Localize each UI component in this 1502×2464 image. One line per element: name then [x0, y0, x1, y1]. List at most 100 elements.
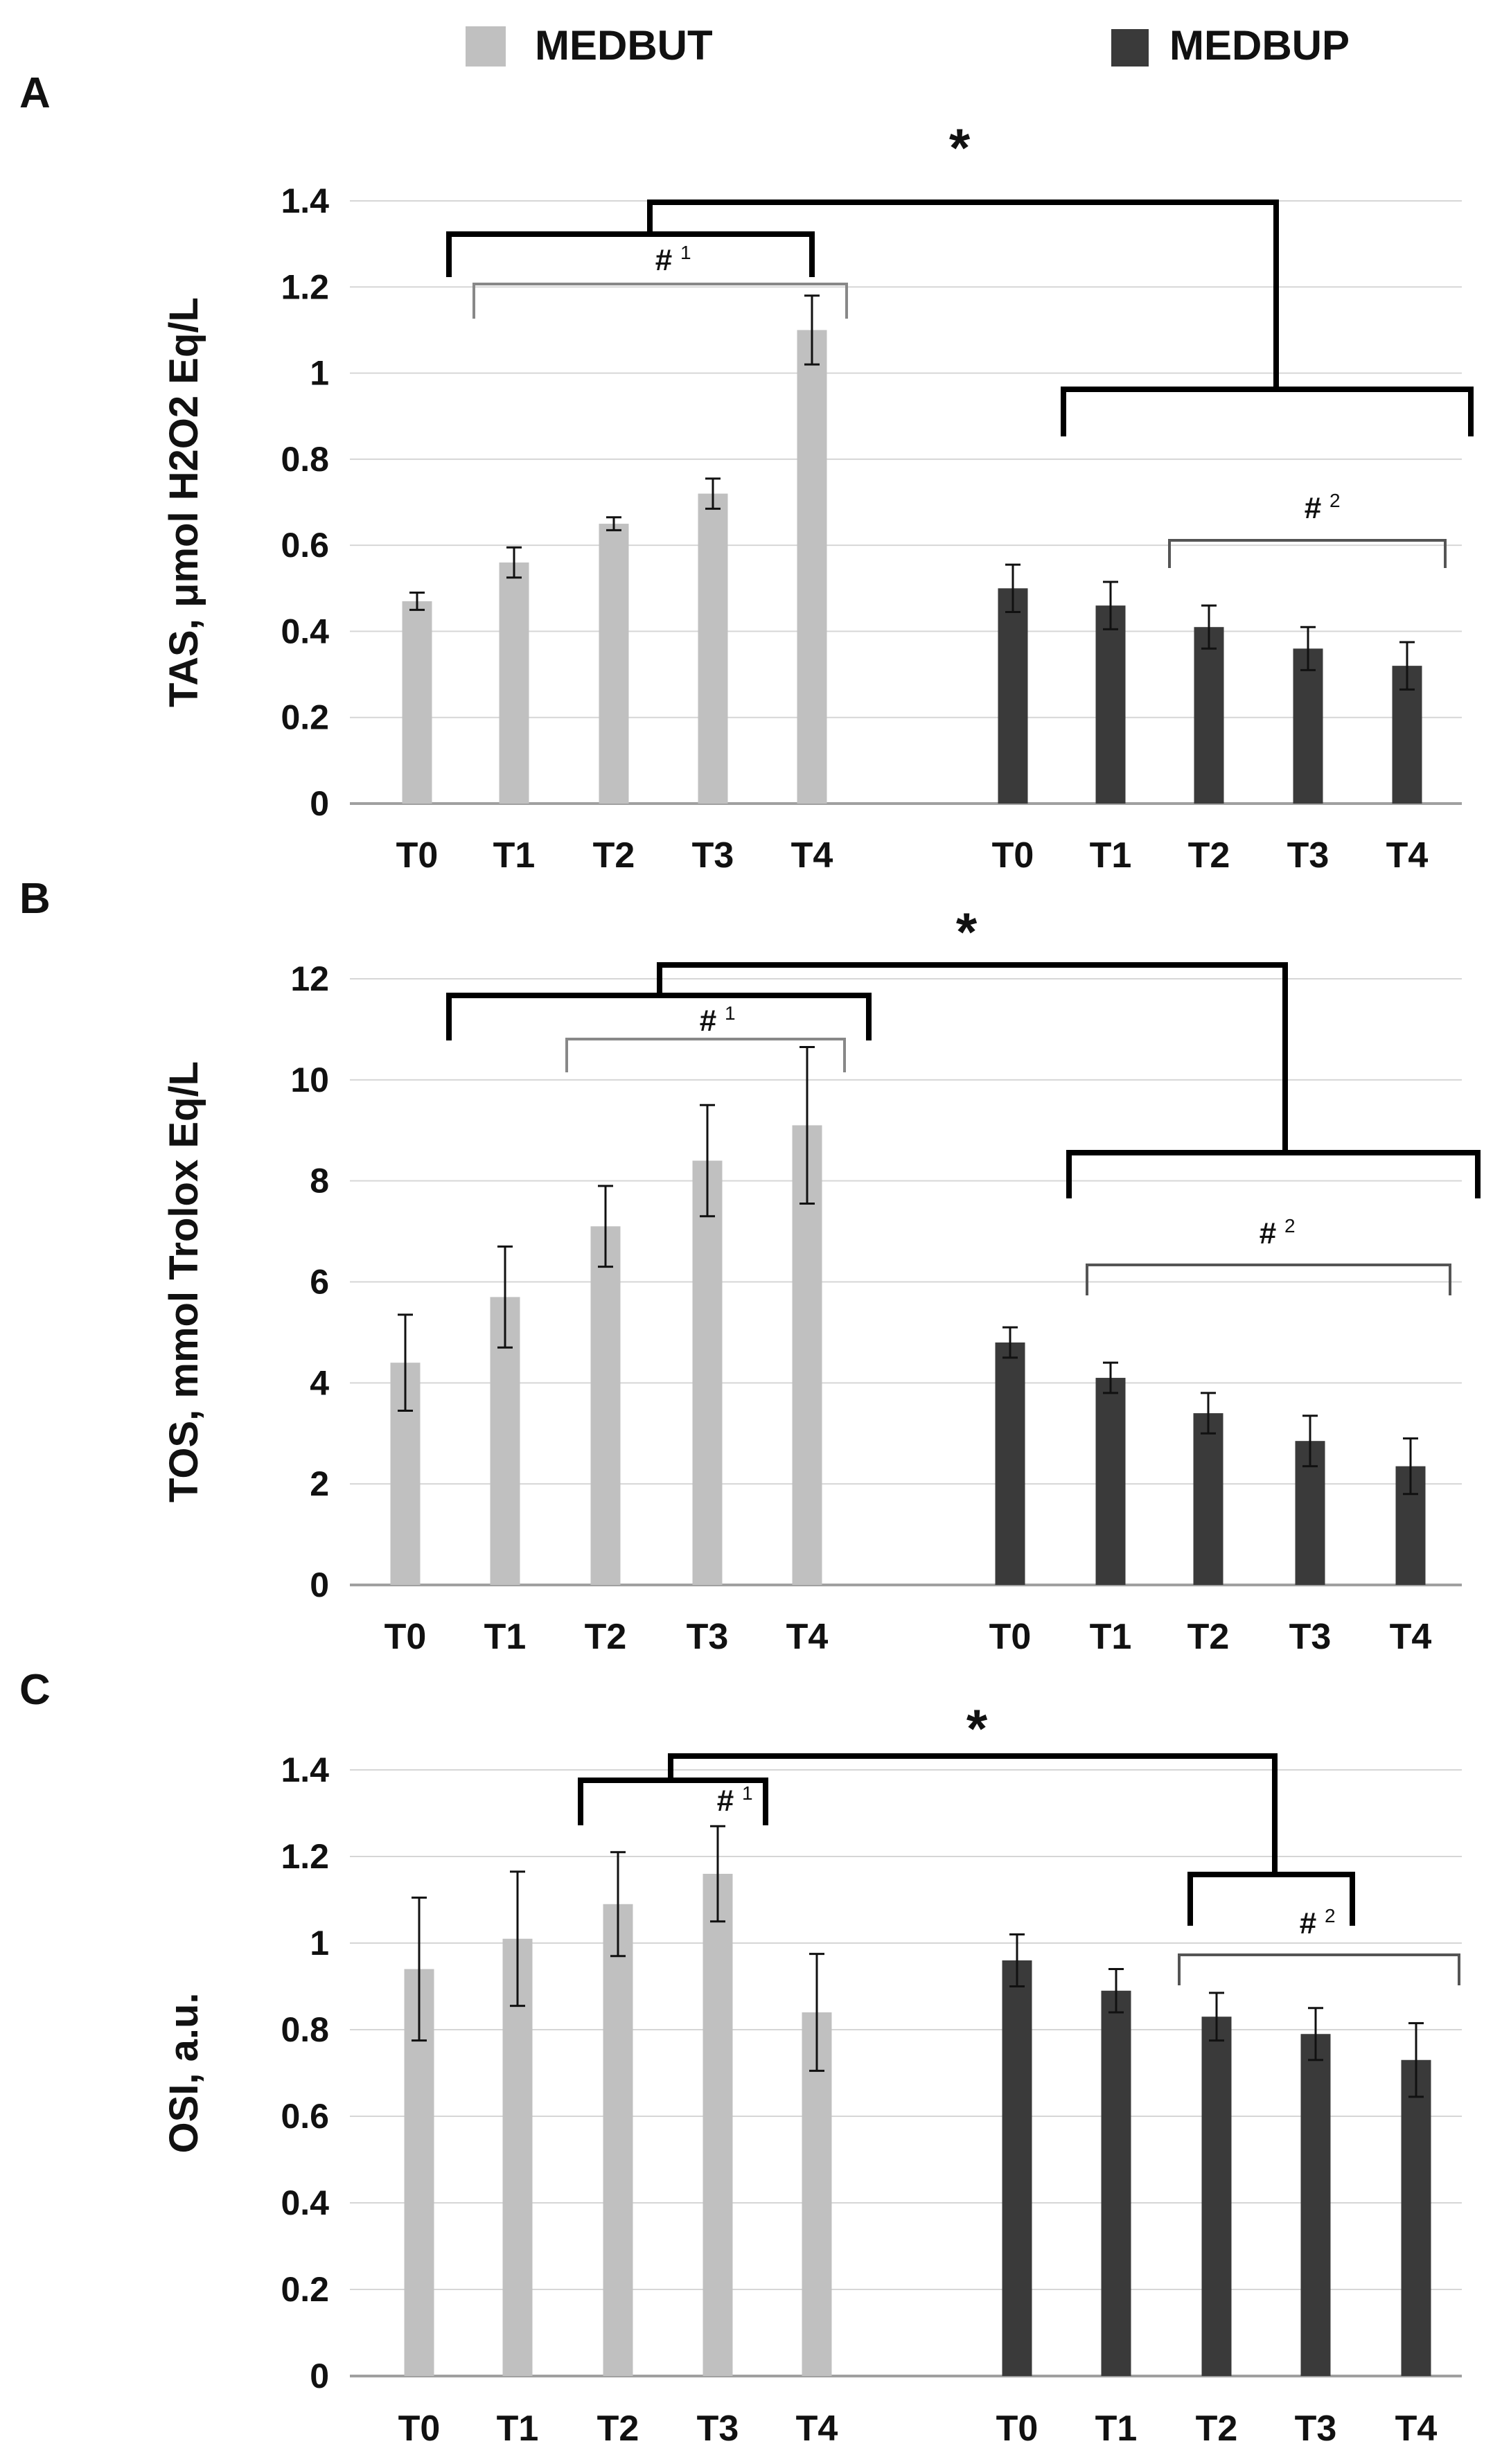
bar-medbut-t3 [692, 1160, 723, 1585]
x-tick-label: T1 [1090, 835, 1132, 876]
y-tick-label: 0 [310, 784, 329, 823]
y-tick-label: 10 [290, 1061, 329, 1099]
bar-medbut-t1 [499, 562, 529, 804]
x-tick-label: T0 [398, 2409, 441, 2449]
error-bar [809, 1953, 824, 2072]
y-tick-label: 2 [310, 1464, 329, 1503]
x-tick-label: T1 [1095, 2409, 1138, 2449]
bracket-group-medbut [578, 1778, 768, 1825]
y-tick-label: 1.2 [281, 267, 329, 306]
y-tick-label: 6 [310, 1263, 329, 1302]
significance-star: * [949, 117, 971, 178]
error-bar [506, 546, 522, 579]
x-tick-label: T4 [796, 2409, 838, 2449]
error-bar [1302, 1415, 1318, 1468]
error-bar [497, 1245, 513, 1349]
error-bar [804, 294, 820, 366]
bracket-group-medbut [446, 231, 815, 277]
x-tick-label: T0 [989, 1617, 1032, 1657]
bracket-between-groups [657, 962, 1288, 1153]
x-tick-label: T4 [786, 1617, 829, 1657]
error-bar [606, 516, 621, 531]
significance-star: * [966, 1698, 988, 1759]
y-tick-label: 0.8 [281, 440, 329, 479]
legend: MEDBUT MEDBUP [466, 22, 1350, 69]
within-group-brackets [472, 283, 1447, 568]
bar-medbut-t3 [698, 493, 728, 804]
significance-brackets [446, 962, 1481, 1198]
error-bar [1005, 563, 1021, 613]
x-tick-label: T2 [1187, 1617, 1230, 1657]
bar-medbup-t3 [1293, 648, 1323, 804]
error-bar [1201, 604, 1217, 650]
x-tick-label: T1 [1090, 1617, 1132, 1657]
bar-medbut-t4 [797, 330, 827, 804]
y-tick-label: 0.2 [281, 698, 329, 737]
legend-label-medbut: MEDBUT [535, 22, 713, 69]
bar-medbup-t2 [1201, 2017, 1232, 2376]
x-tick-label: T0 [396, 835, 439, 876]
significance-brackets [446, 200, 1474, 436]
bracket-group-medbut [446, 993, 872, 1040]
error-bar [1308, 2007, 1323, 2062]
x-tick-label: T0 [385, 1617, 427, 1657]
panel-c: C 0 0.2 0.4 0.6 0.8 1 1.2 1.4 OSI, a.u. T0 T1 T2 T3 T4… [19, 1666, 1462, 2449]
bar-medbup-t0 [1002, 1960, 1032, 2376]
bracket-hash1 [472, 283, 848, 319]
bar-medbup-t1 [1095, 1378, 1126, 1585]
error-bar [1009, 1933, 1025, 1987]
y-tick-label: 1.2 [281, 1837, 329, 1876]
within-group-brackets [565, 1038, 1451, 1295]
x-tick-label: T1 [493, 835, 536, 876]
bar-medbup-t1 [1101, 1990, 1131, 2376]
hash1-label: # [717, 1784, 734, 1818]
error-bar [1108, 1968, 1124, 2014]
y-axis-label: TAS, μmol H2O2 Eq/L [161, 297, 206, 707]
bracket-between-groups [668, 1753, 1278, 1874]
y-tick-label: 0.4 [281, 612, 329, 650]
y-tick-label: 1 [310, 354, 329, 393]
y-tick-label: 1.4 [281, 1750, 329, 1789]
x-tick-label: T4 [791, 835, 833, 876]
x-tick-label: T4 [1395, 2409, 1438, 2449]
bracket-between-groups [647, 200, 1279, 389]
hash2-label: # [1305, 491, 1321, 525]
panel-label: C [19, 1666, 51, 1714]
x-tick-label: T2 [1188, 835, 1230, 876]
legend-swatch-medbut [466, 26, 506, 67]
x-tick-label: T3 [1289, 1617, 1332, 1657]
bar-medbut-t3 [703, 1874, 733, 2376]
within-group-brackets [1178, 1953, 1460, 1985]
bar-medbut-t4 [802, 2012, 832, 2376]
hash2-label: # [1260, 1216, 1276, 1250]
bracket-hash2 [1168, 539, 1447, 568]
significance-brackets [578, 1753, 1355, 1926]
x-tick-label: T3 [1287, 835, 1329, 876]
legend-label-medbup: MEDBUP [1169, 22, 1350, 69]
bracket-group-medbup [1066, 1150, 1481, 1198]
hash1-superscript: 1 [742, 1782, 753, 1804]
y-tick-label: 0.2 [281, 2270, 329, 2309]
x-tick-label: T1 [484, 1617, 527, 1657]
x-tick-label: T4 [1390, 1617, 1432, 1657]
hash2-superscript: 2 [1329, 490, 1341, 511]
legend-swatch-medbup [1111, 29, 1149, 67]
error-bar [700, 1104, 715, 1218]
error-bar [1201, 1392, 1216, 1435]
error-bar [799, 1045, 815, 1205]
hash1-superscript: 1 [725, 1002, 736, 1024]
x-tick-label: T2 [597, 2409, 639, 2449]
x-tick-label: T3 [687, 1617, 729, 1657]
panel-a: A 0 0.2 0.4 0.6 0.8 1 1.2 1.4 TAS, μmol H2O2 Eq/L… [19, 69, 1474, 876]
x-tick-label: T1 [497, 2409, 539, 2449]
x-tick-label: T2 [585, 1617, 627, 1657]
x-tick-label: T3 [1295, 2409, 1337, 2449]
y-tick-label: 0.8 [281, 2010, 329, 2049]
panel-label: B [19, 875, 51, 923]
error-bar [1103, 1361, 1118, 1394]
error-bar [398, 1313, 413, 1412]
y-tick-label: 0.6 [281, 526, 329, 565]
error-bar [598, 1185, 613, 1268]
bracket-group-medbup [1187, 1872, 1355, 1926]
